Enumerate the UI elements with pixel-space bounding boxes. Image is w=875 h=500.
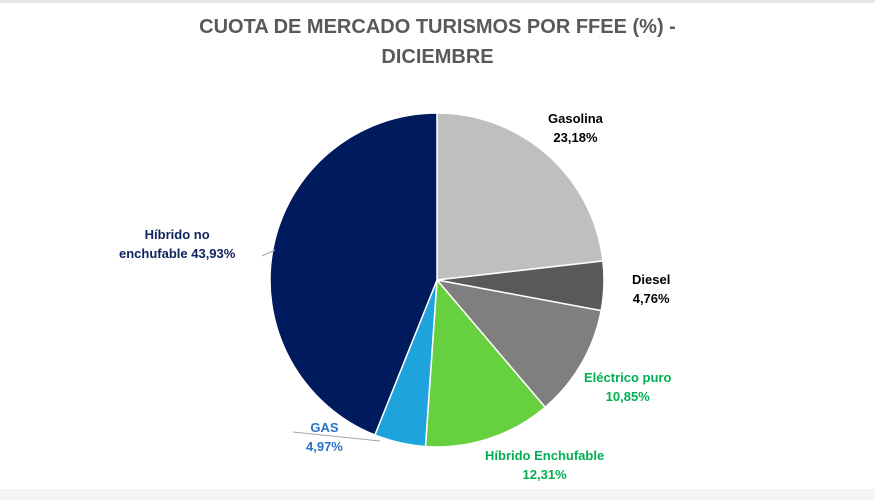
label-value: 4,76% [632,291,670,306]
label-hibrido-no-enchufable: Híbrido no enchufable 43,93% [119,225,235,263]
label-electrico: Eléctrico puro 10,85% [584,368,671,406]
label-name: Eléctrico puro [584,370,672,385]
top-border [0,0,875,3]
label-hibrido-enchufable: Híbrido Enchufable 12,31% [485,446,604,484]
leader-line [261,249,276,257]
label-name: Híbrido Enchufable [485,448,605,463]
label-value: 12,31% [522,467,567,482]
label-value: 4,97% [306,439,343,454]
title-line-1: CUOTA DE MERCADO TURISMOS POR FFEE (%) - [199,16,676,38]
label-value: 23,18% [553,130,598,145]
label-diesel: Diesel 4,76% [632,270,670,308]
label-gas: GAS 4,97% [306,418,343,456]
pie-slice-gasolina [436,112,604,281]
pie-slice-h-brido-no-enchufable [269,112,438,436]
bottom-border [0,489,875,500]
title-line-2: DICIEMBRE [381,46,494,68]
label-line-1: Híbrido no [144,227,210,242]
chart-title: CUOTA DE MERCADO TURISMOS POR FFEE (%) -… [0,12,875,72]
label-gasolina: Gasolina 23,18% [548,109,603,147]
pie-slice-h-brido-enchufable [424,278,547,448]
leader-line [292,431,381,442]
label-name: Diesel [632,272,671,287]
label-line-2: enchufable 43,93% [119,246,236,261]
label-name: Gasolina [548,111,603,126]
pie-slice-el-ctrico-puro [435,278,603,409]
label-name: GAS [310,420,339,435]
label-value: 10,85% [605,389,650,404]
